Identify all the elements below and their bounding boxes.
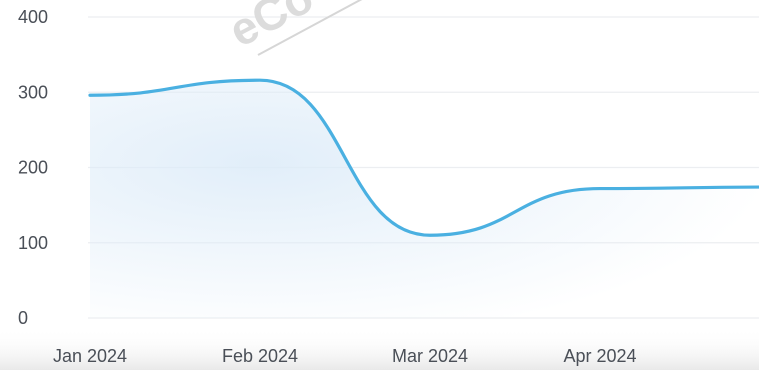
x-tick-label: Apr 2024 xyxy=(563,346,636,366)
y-tick-label: 400 xyxy=(18,7,48,27)
y-tick-label: 200 xyxy=(18,158,48,178)
bottom-shade xyxy=(0,328,759,370)
series-line xyxy=(88,78,759,237)
watermark: eCo xyxy=(220,0,363,57)
x-tick-label: Mar 2024 xyxy=(392,346,468,366)
x-tick-label: Jan 2024 xyxy=(53,346,127,366)
y-axis: 0 100 200 300 400 xyxy=(18,7,48,328)
y-tick-label: 0 xyxy=(18,308,28,328)
y-tick-label: 300 xyxy=(18,82,48,102)
x-tick-label: Feb 2024 xyxy=(222,346,298,366)
series-area xyxy=(90,80,759,318)
watermark-line xyxy=(257,0,363,56)
x-axis: Jan 2024 Feb 2024 Mar 2024 Apr 2024 xyxy=(53,346,637,366)
y-tick-label: 100 xyxy=(18,233,48,253)
